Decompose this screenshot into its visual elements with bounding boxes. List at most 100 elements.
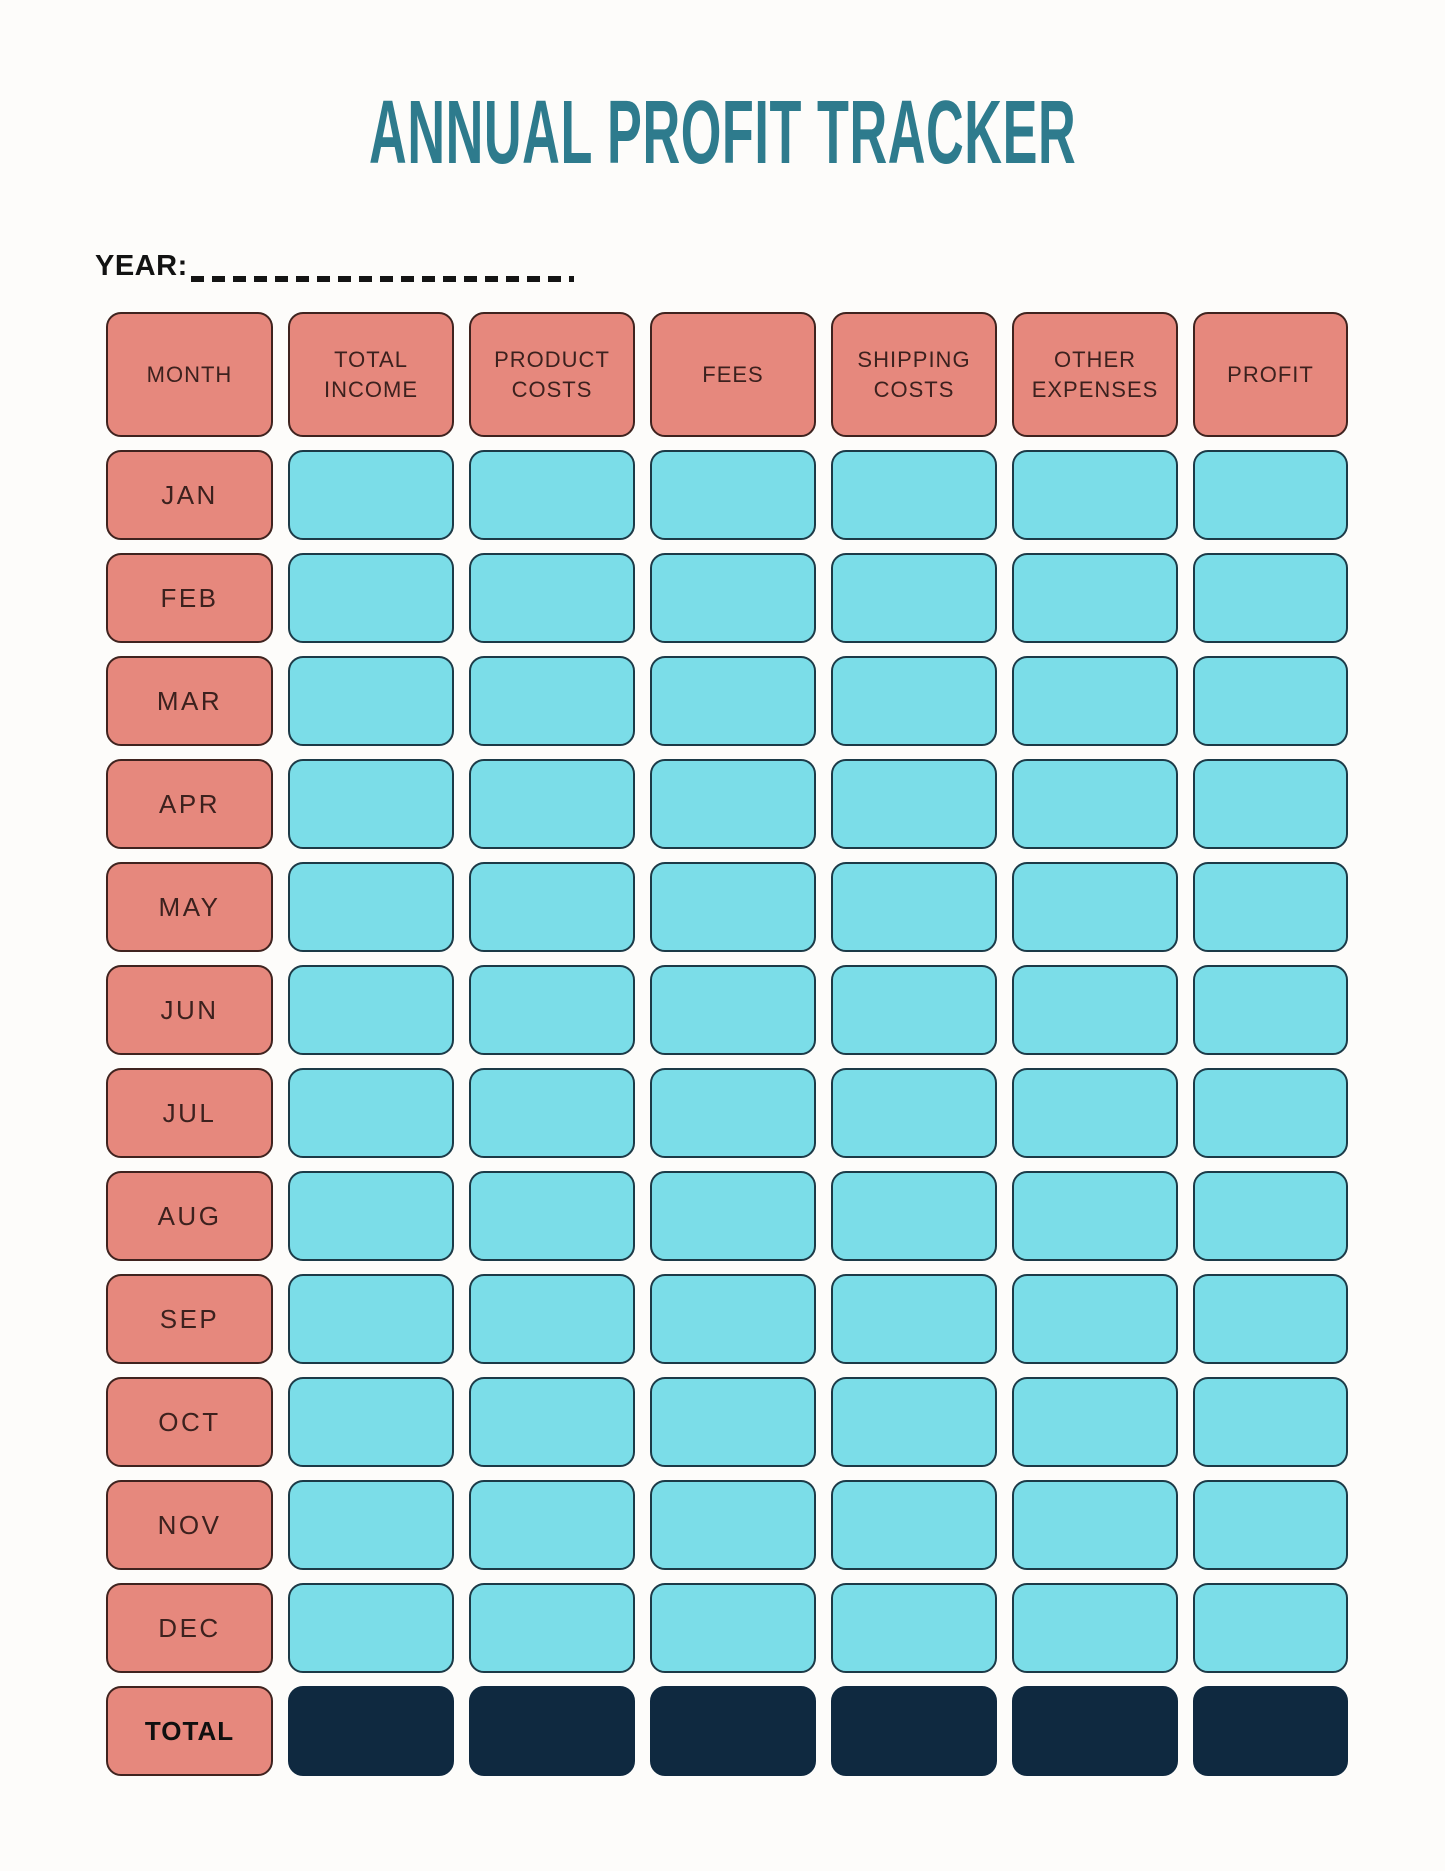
header-cell-month: MONTH (106, 312, 273, 437)
cell-apr-other-expenses[interactable] (1012, 759, 1178, 849)
header-cell-profit: PROFIT (1193, 312, 1348, 437)
cell-jul-profit[interactable] (1193, 1068, 1348, 1158)
cell-mar-product-costs[interactable] (469, 656, 635, 746)
cell-jun-fees[interactable] (650, 965, 816, 1055)
cell-nov-total-income[interactable] (288, 1480, 454, 1570)
cell-may-product-costs[interactable] (469, 862, 635, 952)
cell-may-profit[interactable] (1193, 862, 1348, 952)
cell-apr-profit[interactable] (1193, 759, 1348, 849)
cell-sep-other-expenses[interactable] (1012, 1274, 1178, 1364)
cell-mar-other-expenses[interactable] (1012, 656, 1178, 746)
cell-jan-profit[interactable] (1193, 450, 1348, 540)
cell-jul-product-costs[interactable] (469, 1068, 635, 1158)
header-cell-fees: FEES (650, 312, 816, 437)
year-fill-line[interactable] (190, 275, 574, 282)
month-cell-nov: NOV (106, 1480, 273, 1570)
cell-dec-fees[interactable] (650, 1583, 816, 1673)
cell-mar-fees[interactable] (650, 656, 816, 746)
year-label: YEAR: (95, 250, 188, 282)
month-cell-jun: JUN (106, 965, 273, 1055)
cell-feb-shipping-costs[interactable] (831, 553, 997, 643)
cell-aug-other-expenses[interactable] (1012, 1171, 1178, 1261)
cell-sep-profit[interactable] (1193, 1274, 1348, 1364)
cell-jun-total-income[interactable] (288, 965, 454, 1055)
cell-apr-fees[interactable] (650, 759, 816, 849)
cell-apr-shipping-costs[interactable] (831, 759, 997, 849)
cell-jul-shipping-costs[interactable] (831, 1068, 997, 1158)
month-cell-mar: MAR (106, 656, 273, 746)
cell-dec-profit[interactable] (1193, 1583, 1348, 1673)
cell-sep-shipping-costs[interactable] (831, 1274, 997, 1364)
header-cell-product-costs: PRODUCT COSTS (469, 312, 635, 437)
month-cell-apr: APR (106, 759, 273, 849)
cell-jun-shipping-costs[interactable] (831, 965, 997, 1055)
month-cell-aug: AUG (106, 1171, 273, 1261)
cell-may-other-expenses[interactable] (1012, 862, 1178, 952)
cell-oct-profit[interactable] (1193, 1377, 1348, 1467)
cell-jun-profit[interactable] (1193, 965, 1348, 1055)
cell-jun-product-costs[interactable] (469, 965, 635, 1055)
cell-jul-other-expenses[interactable] (1012, 1068, 1178, 1158)
cell-dec-shipping-costs[interactable] (831, 1583, 997, 1673)
cell-nov-fees[interactable] (650, 1480, 816, 1570)
cell-mar-profit[interactable] (1193, 656, 1348, 746)
cell-apr-total-income[interactable] (288, 759, 454, 849)
cell-dec-total-income[interactable] (288, 1583, 454, 1673)
cell-feb-total-income[interactable] (288, 553, 454, 643)
cell-dec-product-costs[interactable] (469, 1583, 635, 1673)
header-cell-other-expenses: OTHER EXPENSES (1012, 312, 1178, 437)
header-cell-shipping-costs: SHIPPING COSTS (831, 312, 997, 437)
cell-jul-fees[interactable] (650, 1068, 816, 1158)
page-title: ANNUAL PROFIT TRACKER (368, 83, 1077, 183)
total-cell-other-expenses[interactable] (1012, 1686, 1178, 1776)
total-cell-profit[interactable] (1193, 1686, 1348, 1776)
cell-jan-shipping-costs[interactable] (831, 450, 997, 540)
cell-nov-product-costs[interactable] (469, 1480, 635, 1570)
cell-jun-other-expenses[interactable] (1012, 965, 1178, 1055)
cell-dec-other-expenses[interactable] (1012, 1583, 1178, 1673)
cell-feb-product-costs[interactable] (469, 553, 635, 643)
total-cell-shipping-costs[interactable] (831, 1686, 997, 1776)
month-cell-jul: JUL (106, 1068, 273, 1158)
cell-mar-total-income[interactable] (288, 656, 454, 746)
month-cell-sep: SEP (106, 1274, 273, 1364)
cell-jan-total-income[interactable] (288, 450, 454, 540)
cell-aug-profit[interactable] (1193, 1171, 1348, 1261)
cell-oct-fees[interactable] (650, 1377, 816, 1467)
cell-feb-other-expenses[interactable] (1012, 553, 1178, 643)
cell-may-total-income[interactable] (288, 862, 454, 952)
cell-jan-fees[interactable] (650, 450, 816, 540)
cell-aug-total-income[interactable] (288, 1171, 454, 1261)
cell-jul-total-income[interactable] (288, 1068, 454, 1158)
cell-feb-profit[interactable] (1193, 553, 1348, 643)
total-cell-total-income[interactable] (288, 1686, 454, 1776)
cell-apr-product-costs[interactable] (469, 759, 635, 849)
cell-nov-other-expenses[interactable] (1012, 1480, 1178, 1570)
cell-sep-total-income[interactable] (288, 1274, 454, 1364)
total-cell-product-costs[interactable] (469, 1686, 635, 1776)
cell-jan-other-expenses[interactable] (1012, 450, 1178, 540)
cell-oct-shipping-costs[interactable] (831, 1377, 997, 1467)
cell-nov-shipping-costs[interactable] (831, 1480, 997, 1570)
cell-may-shipping-costs[interactable] (831, 862, 997, 952)
cell-feb-fees[interactable] (650, 553, 816, 643)
cell-may-fees[interactable] (650, 862, 816, 952)
cell-oct-other-expenses[interactable] (1012, 1377, 1178, 1467)
month-cell-feb: FEB (106, 553, 273, 643)
month-cell-dec: DEC (106, 1583, 273, 1673)
cell-mar-shipping-costs[interactable] (831, 656, 997, 746)
month-cell-oct: OCT (106, 1377, 273, 1467)
cell-oct-product-costs[interactable] (469, 1377, 635, 1467)
cell-oct-total-income[interactable] (288, 1377, 454, 1467)
cell-sep-product-costs[interactable] (469, 1274, 635, 1364)
cell-aug-product-costs[interactable] (469, 1171, 635, 1261)
total-cell-fees[interactable] (650, 1686, 816, 1776)
tracker-grid: MONTH TOTAL INCOME PRODUCT COSTS FEES SHIPPI… (106, 312, 1348, 1776)
cell-aug-shipping-costs[interactable] (831, 1171, 997, 1261)
cell-nov-profit[interactable] (1193, 1480, 1348, 1570)
cell-jan-product-costs[interactable] (469, 450, 635, 540)
year-row: YEAR: (95, 249, 574, 284)
cell-sep-fees[interactable] (650, 1274, 816, 1364)
cell-aug-fees[interactable] (650, 1171, 816, 1261)
